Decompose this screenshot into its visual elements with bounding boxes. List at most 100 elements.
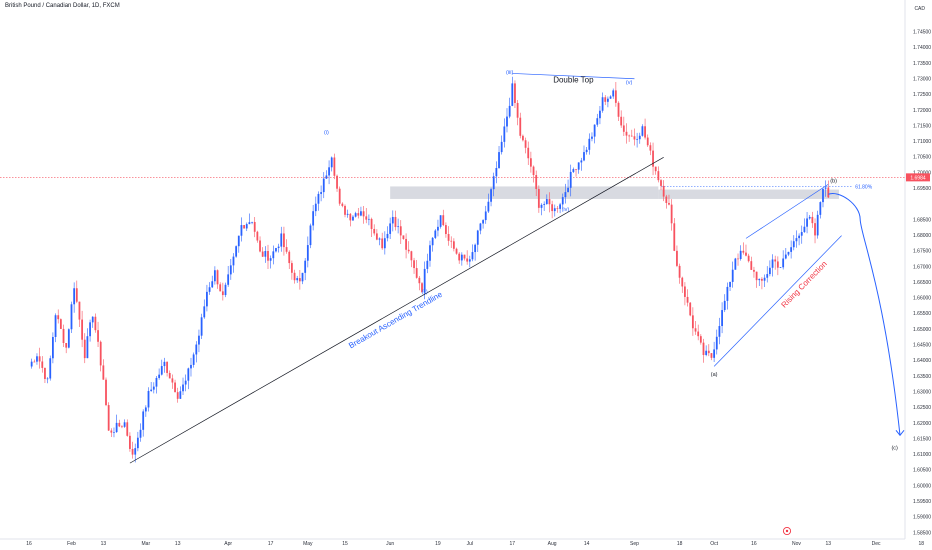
candle-body (410, 251, 413, 261)
candle-body (514, 83, 516, 103)
x-tick-label: Apr (224, 541, 232, 547)
candle-body (638, 135, 641, 140)
candle-body (136, 437, 139, 449)
candle-body (588, 138, 591, 150)
candle-body (131, 448, 134, 455)
candle-body (83, 339, 86, 359)
candle-body (36, 356, 38, 362)
candle-body (463, 254, 466, 259)
candle-body (511, 83, 514, 106)
candle-body (447, 234, 450, 241)
x-tick-label: 14 (584, 541, 590, 547)
candle-body (46, 378, 49, 380)
fib-618-label: 61.80% (855, 185, 873, 191)
x-tick-label: 13 (175, 541, 181, 547)
candle-body (235, 246, 238, 257)
candle-body (418, 277, 421, 284)
candle-body (62, 328, 65, 343)
candle-body (519, 117, 522, 136)
candle-body (251, 221, 253, 223)
wave-label: (iv) (562, 207, 570, 213)
candle-body (686, 296, 689, 303)
candle-body (657, 171, 660, 181)
candle-body (545, 199, 548, 204)
candle-body (468, 259, 471, 262)
x-tick-label: Dec (872, 541, 881, 547)
candle-body (190, 364, 192, 369)
candle-body (694, 328, 697, 332)
candle-body (431, 237, 434, 246)
candle-body (33, 361, 36, 363)
candle-body (293, 272, 296, 281)
candle-body (529, 158, 532, 167)
candle-body (44, 367, 46, 379)
candle-body (264, 251, 267, 257)
candle-body (344, 205, 346, 215)
x-tick-label: 13 (101, 541, 107, 547)
candle-body (346, 213, 349, 215)
candle-body (99, 341, 102, 366)
candle-body (216, 270, 219, 285)
candle-body (394, 216, 397, 228)
candle-body (237, 235, 240, 247)
candle-body (559, 204, 561, 209)
candle-body (166, 361, 168, 373)
candle-body (577, 162, 580, 170)
candle-body (176, 392, 179, 399)
x-tick-label: May (303, 541, 313, 547)
candle-body (649, 145, 652, 151)
y-tick-label: 1.65500 (913, 311, 931, 317)
candle-body (808, 216, 811, 219)
candle-body (609, 96, 612, 99)
candle-body (115, 422, 118, 433)
candle-body (360, 211, 362, 216)
x-tick-label: 16 (751, 541, 757, 547)
candle-body (742, 250, 745, 253)
candle-body (144, 407, 147, 412)
candle-body (139, 429, 142, 438)
candle-body (322, 178, 325, 193)
x-tick-label: Aug (548, 541, 557, 547)
candle-body (368, 218, 370, 220)
y-tick-label: 1.66500 (913, 280, 931, 286)
candle-body (768, 267, 771, 275)
candle-body (593, 124, 596, 137)
candle-body (670, 204, 673, 224)
x-tick-label: 17 (510, 541, 516, 547)
rising-channel-upper (745, 183, 829, 239)
candle-body (285, 247, 288, 252)
candle-body (283, 233, 285, 248)
candle-body (678, 265, 681, 278)
wave-label: (ii) (422, 289, 428, 295)
candle-body (718, 326, 721, 337)
candle-body (107, 405, 110, 431)
candle-body (51, 336, 54, 359)
candle-body (739, 250, 742, 260)
candle-body (790, 247, 793, 252)
candle-body (476, 230, 479, 245)
arrow-head (895, 429, 905, 437)
y-tick-label: 1.70000 (913, 170, 931, 176)
candle-body (622, 125, 625, 132)
double-top-label: Double Top (553, 75, 594, 84)
candle-body (240, 225, 243, 236)
y-tick-label: 1.60000 (913, 483, 931, 489)
candle-body (78, 301, 81, 320)
x-tick-label: Sep (630, 541, 639, 547)
current-price-tag (906, 173, 930, 182)
candle-body (386, 233, 389, 239)
y-tick-label: 1.69500 (913, 186, 931, 192)
x-tick-label: 13 (826, 541, 832, 547)
x-tick-label: Jul (467, 541, 473, 547)
candle-body (707, 350, 710, 354)
y-tick-label: 1.58500 (913, 530, 931, 536)
candle-body (152, 386, 155, 390)
candle-body (171, 378, 174, 383)
candle-body (89, 322, 91, 337)
candle-body (195, 344, 198, 355)
candle-body (259, 240, 261, 252)
candle-body (97, 330, 99, 342)
y-tick-label: 1.72500 (913, 92, 931, 98)
candle-body (585, 149, 588, 153)
